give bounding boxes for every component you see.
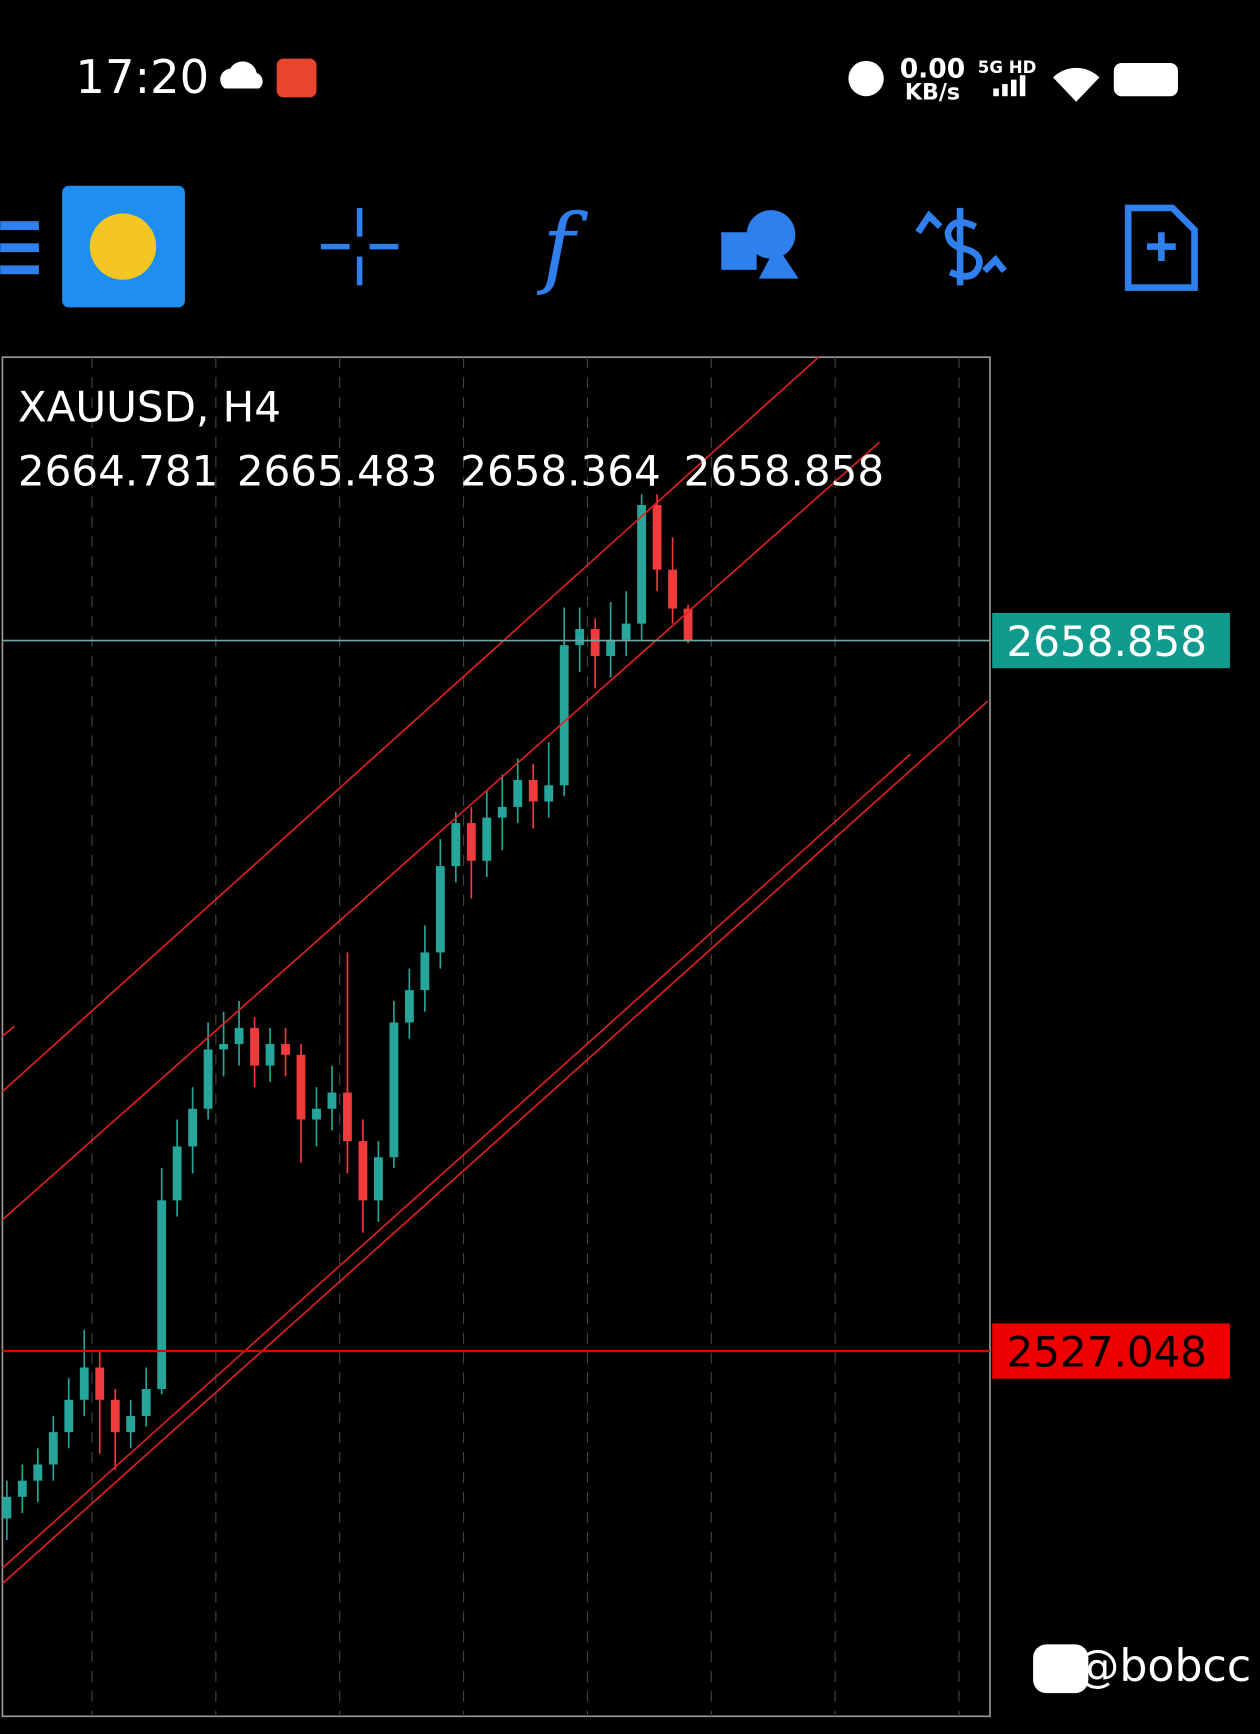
candle-body bbox=[141, 1389, 151, 1416]
candle-body bbox=[17, 1480, 27, 1497]
candle-body bbox=[64, 1399, 74, 1433]
alert-label-bg bbox=[992, 1323, 1230, 1379]
candle-body bbox=[110, 1399, 120, 1433]
candle-body bbox=[157, 1200, 167, 1390]
levels: 2658.858 2527.048 bbox=[2, 612, 1230, 1379]
candle-body bbox=[482, 817, 492, 861]
candle-body bbox=[95, 1367, 105, 1400]
hd: HD bbox=[1009, 58, 1037, 77]
candle-body bbox=[513, 779, 523, 807]
candle-body bbox=[652, 505, 662, 570]
candle-body bbox=[606, 639, 616, 656]
candle-body bbox=[358, 1141, 368, 1201]
candle-body bbox=[172, 1146, 182, 1201]
candle-body bbox=[668, 569, 677, 609]
candle-body bbox=[343, 1092, 352, 1142]
alarm-icon bbox=[848, 60, 884, 97]
candle-body bbox=[219, 1044, 229, 1050]
crosshair-button[interactable] bbox=[320, 207, 399, 286]
candle-body bbox=[683, 608, 693, 641]
clock: 17:20 bbox=[75, 50, 209, 104]
chart-frame bbox=[1, 356, 991, 1718]
candle-body bbox=[33, 1464, 43, 1481]
candle-body bbox=[203, 1049, 213, 1109]
candle-body bbox=[373, 1157, 383, 1201]
signal-icon bbox=[993, 75, 1026, 97]
candle-body bbox=[2, 1496, 12, 1519]
ohlc-value: 2664.781 bbox=[18, 446, 218, 495]
candle-body bbox=[48, 1432, 58, 1465]
candle-body bbox=[544, 785, 554, 802]
weather-icon bbox=[220, 61, 263, 89]
net-unit: KB/s bbox=[905, 80, 960, 106]
candle-body bbox=[590, 629, 600, 656]
bid-label: 2658.858 bbox=[1007, 617, 1207, 666]
menu-button[interactable] bbox=[0, 221, 39, 275]
candle-body bbox=[234, 1027, 244, 1045]
candle-body bbox=[250, 1027, 259, 1066]
candle-body bbox=[466, 823, 476, 861]
trend-lines bbox=[1, 356, 989, 1585]
mt4-logo-globe bbox=[89, 213, 157, 280]
ohlc-value: 2665.483 bbox=[237, 446, 437, 495]
candle-body bbox=[575, 629, 585, 646]
symbol: XAUUSD, H4 bbox=[18, 382, 281, 431]
candle-body bbox=[281, 1044, 290, 1055]
new-order-button[interactable] bbox=[1124, 204, 1198, 291]
trade-button[interactable] bbox=[915, 207, 1007, 286]
candle-body bbox=[389, 1022, 399, 1158]
time-grid bbox=[91, 357, 960, 1717]
facebook-icon bbox=[1033, 1644, 1089, 1694]
network: 5G bbox=[978, 58, 1003, 77]
ohlc-value: 2658.364 bbox=[460, 446, 660, 495]
watermark: @bobcc bbox=[1075, 1641, 1251, 1692]
candles bbox=[2, 494, 693, 1540]
alert-label: 2527.048 bbox=[1007, 1328, 1207, 1377]
candle-body bbox=[327, 1092, 337, 1109]
candle-body bbox=[420, 952, 430, 991]
candle-body bbox=[296, 1054, 306, 1120]
app-icon bbox=[276, 58, 317, 98]
wifi-icon bbox=[1052, 67, 1100, 102]
bid-label-bg bbox=[992, 612, 1230, 669]
objects-button[interactable] bbox=[721, 210, 799, 279]
ohlc-header: 2664.781 2665.483 2658.364 2658.858 bbox=[18, 446, 884, 495]
candle-body bbox=[312, 1108, 321, 1120]
candle-body bbox=[126, 1415, 136, 1433]
candle-body bbox=[528, 779, 538, 802]
battery-icon bbox=[1113, 63, 1178, 97]
candle-body bbox=[451, 823, 461, 867]
candle-body bbox=[497, 806, 507, 818]
candle-body bbox=[435, 866, 445, 953]
candle-body bbox=[265, 1044, 275, 1066]
candle-body bbox=[404, 990, 414, 1023]
ohlc-value: 2658.858 bbox=[684, 446, 884, 495]
candle-body bbox=[188, 1108, 198, 1147]
net-speed: 0.00 bbox=[900, 53, 965, 84]
candle-body bbox=[637, 505, 647, 624]
candle-body bbox=[621, 623, 631, 640]
candle-body bbox=[79, 1367, 89, 1400]
candle-body bbox=[559, 645, 569, 786]
